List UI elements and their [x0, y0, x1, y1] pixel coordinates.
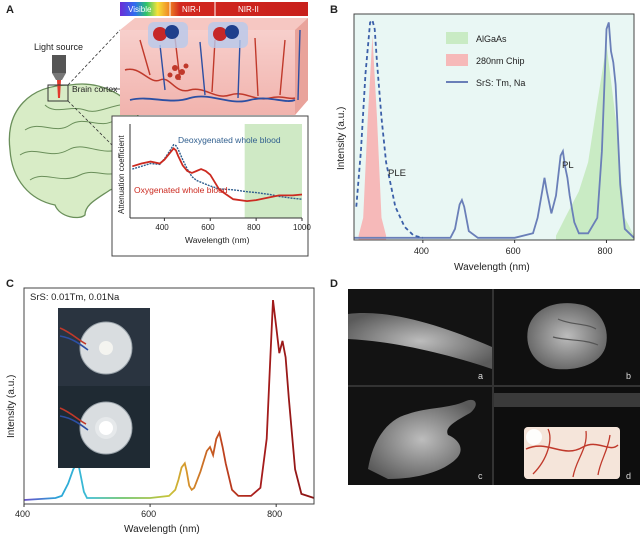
series-280nm-chip	[358, 35, 387, 240]
x-tick-label: 400	[155, 223, 169, 232]
x-tick-label: 800	[247, 223, 261, 232]
panel-b-ylabel: Intensity (a.u.)	[336, 107, 347, 170]
legend-srs: SrS: Tm, Na	[476, 78, 525, 88]
nir-image-a: a	[348, 289, 492, 385]
series-algaas	[555, 44, 634, 240]
legend-algaas: AlGaAs	[476, 34, 507, 44]
panel-a-letter: A	[6, 4, 14, 16]
panel-c-letter: C	[6, 278, 14, 290]
brain-cortex-label: Brain cortex	[72, 84, 118, 94]
legend-deoxygenated: Deoxygenated whole blood	[178, 135, 281, 145]
nir-image-d: d	[494, 387, 640, 485]
panel-c: 400 600 800 Wavelength (nm) Intensity (a.u…	[6, 287, 315, 535]
panel-c-plot	[23, 299, 315, 501]
series-line-emission	[23, 299, 315, 501]
x-tick-label: 600	[201, 223, 215, 232]
x-tick-label: 600	[506, 246, 521, 256]
x-tick-label: 800	[267, 509, 282, 519]
light-source-label: Light source	[34, 42, 83, 52]
nir-image-c: c	[348, 387, 492, 485]
panel-b-legend: AlGaAs 280nm Chip SrS: Tm, Na	[446, 32, 525, 88]
legend-280nm-chip: 280nm Chip	[476, 56, 525, 66]
nir2-highlight	[244, 124, 302, 218]
nir-image-b: b	[494, 289, 640, 385]
panel-d-letter: D	[330, 278, 338, 290]
panel-b-plot	[354, 18, 635, 240]
panel-b: 400 600 800 Wavelength (nm) Intensity (a.u…	[336, 13, 635, 273]
device-photo	[58, 308, 150, 468]
sublabel-a: a	[478, 371, 483, 381]
band-visible: Visible	[128, 5, 152, 14]
x-tick-label: 800	[597, 246, 612, 256]
x-tick-label: 600	[141, 509, 156, 519]
series-line-oxygenated	[132, 147, 303, 203]
band-nir1: NIR-I	[182, 5, 201, 14]
sublabel-b: b	[626, 371, 631, 381]
x-tick-label: 400	[15, 509, 30, 519]
series-ple	[355, 18, 424, 239]
light-source-device	[52, 55, 66, 73]
legend-oxygenated: Oxygenated whole blood	[134, 185, 228, 195]
panel-c-ylabel: Intensity (a.u.)	[6, 375, 17, 438]
sublabel-d: d	[626, 471, 631, 481]
annotation-ple: PLE	[388, 168, 406, 179]
zoom-box	[47, 84, 69, 102]
panel-b-letter: B	[330, 4, 338, 16]
panel-d: a b c d	[348, 289, 640, 485]
panel-c-label: SrS: 0.01Tm, 0.01Na	[30, 292, 120, 303]
spectrum-band-bar	[120, 2, 308, 16]
tissue-cube	[120, 18, 308, 115]
panel-b-xlabel: Wavelength (nm)	[454, 262, 530, 273]
panel-a-plot	[132, 143, 303, 203]
x-tick-label: 400	[414, 246, 429, 256]
x-tick-label: 1000	[293, 223, 311, 232]
series-srs-tm-na	[354, 22, 635, 239]
annotation-pl: PL	[562, 160, 574, 171]
panel-a-xlabel: Wavelength (nm)	[185, 235, 250, 245]
panel-a-ylabel: Attenuation coefficient	[117, 135, 126, 214]
sublabel-c: c	[478, 471, 483, 481]
panel-a: Light source Brain cortex Visible NIR-I …	[8, 2, 311, 257]
panel-c-xlabel: Wavelength (nm)	[124, 524, 200, 535]
band-nir2: NIR-II	[238, 5, 259, 14]
